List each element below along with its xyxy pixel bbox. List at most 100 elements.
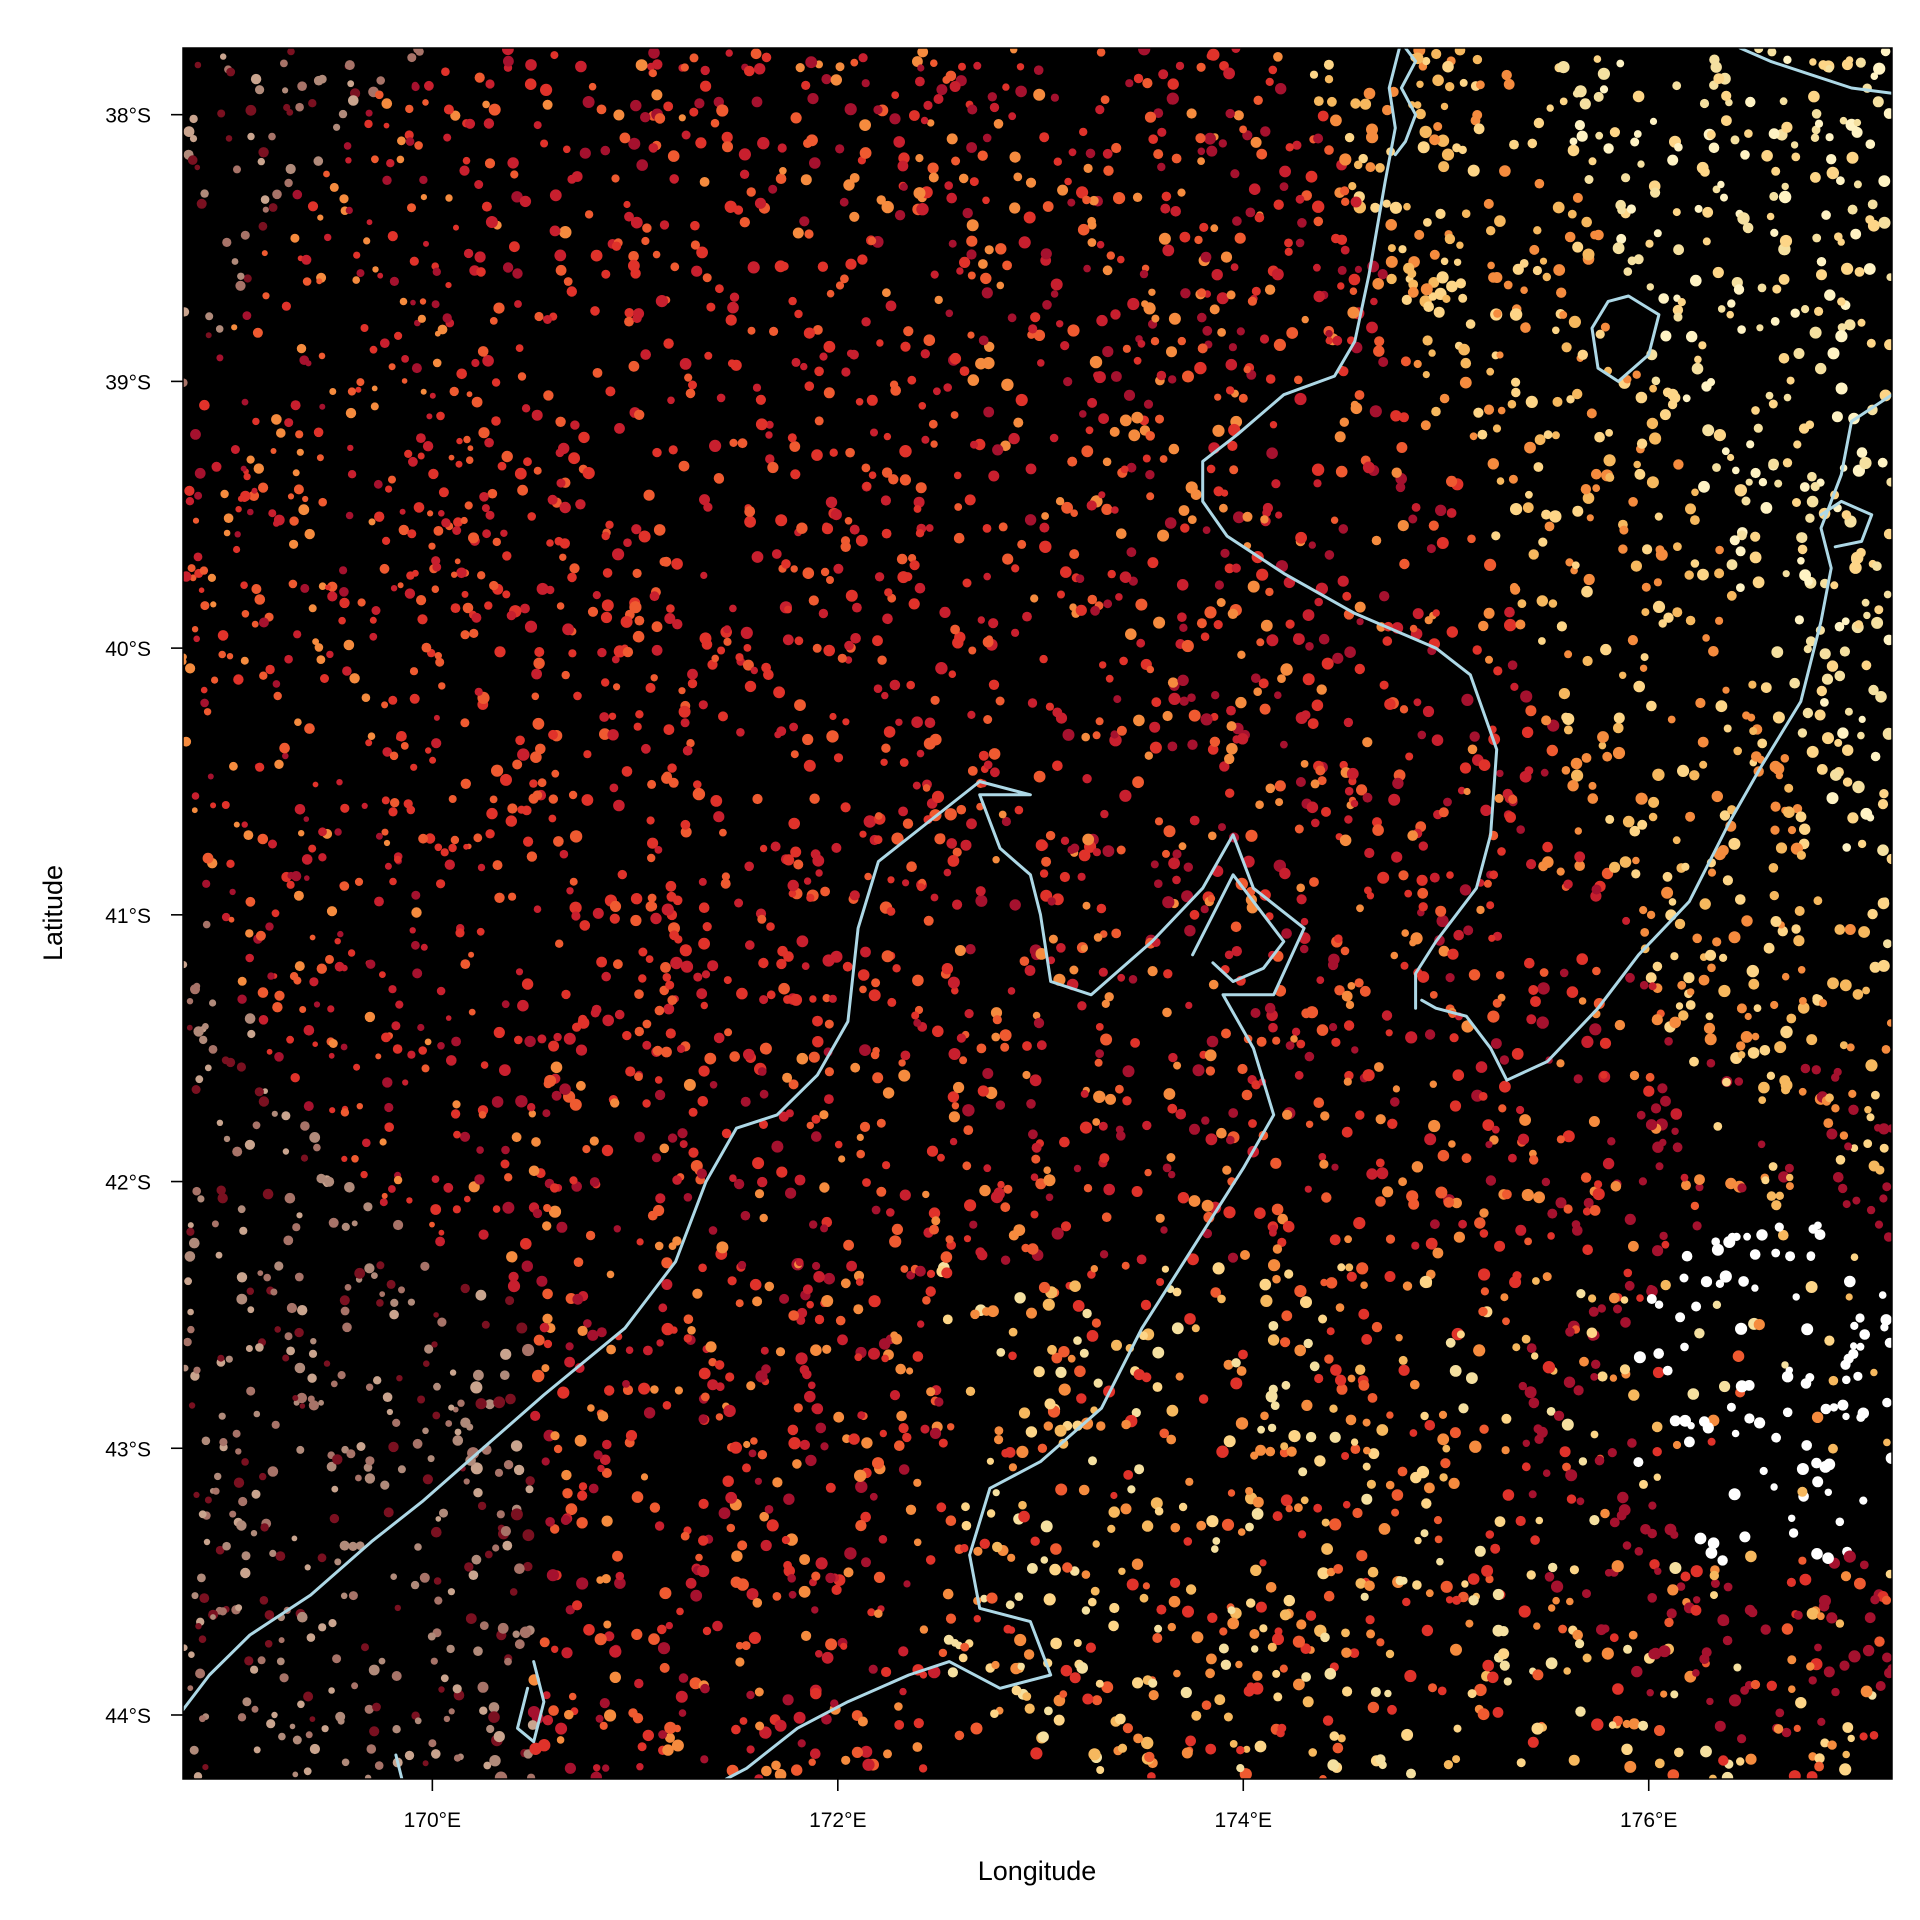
data-point — [1622, 1719, 1631, 1729]
data-point — [543, 390, 554, 401]
data-point — [645, 901, 656, 912]
data-point — [1280, 1442, 1289, 1451]
data-point — [975, 357, 987, 370]
data-point — [691, 265, 703, 277]
data-point — [297, 1305, 308, 1316]
data-point — [369, 632, 378, 641]
data-point — [1824, 289, 1836, 301]
data-point — [1226, 721, 1237, 732]
data-point — [1311, 699, 1324, 712]
data-point — [951, 156, 961, 166]
data-point — [793, 859, 804, 870]
data-point — [628, 250, 639, 262]
data-point — [872, 1457, 884, 1470]
data-point — [1060, 341, 1070, 351]
data-point — [1796, 850, 1806, 860]
data-point — [1068, 148, 1077, 157]
data-point — [826, 576, 834, 584]
data-point — [1147, 966, 1158, 977]
data-point — [492, 1205, 501, 1213]
data-point — [1303, 1338, 1313, 1349]
data-point — [920, 116, 929, 125]
data-point — [188, 1402, 196, 1409]
data-point — [271, 414, 282, 425]
data-point — [204, 1496, 212, 1504]
data-point — [1819, 648, 1831, 660]
data-point — [785, 1109, 794, 1118]
data-point — [1771, 646, 1784, 658]
data-point — [338, 109, 348, 119]
data-point — [1566, 395, 1575, 404]
data-point — [316, 454, 324, 462]
data-point — [857, 969, 870, 981]
data-point — [1567, 780, 1579, 792]
data-point — [759, 1511, 769, 1522]
data-point — [1099, 1153, 1110, 1164]
data-point — [1211, 691, 1220, 700]
data-point — [1810, 482, 1820, 492]
data-point — [1296, 1619, 1307, 1630]
data-point — [912, 1742, 923, 1752]
data-point — [397, 136, 406, 146]
data-point — [1735, 1322, 1748, 1335]
data-point — [1285, 619, 1295, 629]
data-point — [824, 1067, 835, 1077]
data-point — [693, 972, 703, 982]
data-point — [1770, 825, 1780, 835]
data-point — [1499, 1055, 1510, 1065]
data-point — [1388, 793, 1401, 806]
data-point — [871, 1205, 881, 1215]
data-point — [1774, 479, 1783, 488]
data-point — [680, 1531, 690, 1541]
data-point — [1406, 1768, 1416, 1779]
data-point — [236, 1062, 246, 1072]
data-point — [1685, 503, 1696, 515]
data-point — [1452, 1755, 1461, 1764]
data-point — [734, 898, 744, 908]
data-point — [1428, 1119, 1441, 1133]
data-point — [341, 1758, 350, 1767]
data-point — [1325, 336, 1333, 345]
data-point — [1614, 1019, 1626, 1031]
data-point — [1827, 347, 1840, 360]
data-point — [678, 114, 686, 122]
data-point — [542, 1109, 551, 1118]
data-point — [1334, 431, 1346, 443]
data-point — [404, 588, 416, 599]
data-point — [928, 172, 939, 183]
data-point — [291, 871, 302, 882]
data-point — [340, 1306, 350, 1316]
data-point — [1501, 69, 1512, 81]
data-point — [1081, 1570, 1091, 1579]
data-point — [1231, 48, 1241, 53]
data-point — [268, 203, 278, 212]
data-point — [453, 1754, 462, 1762]
data-point — [1253, 687, 1262, 696]
data-point — [634, 1072, 643, 1081]
data-point — [688, 1107, 698, 1117]
data-point — [1533, 1191, 1545, 1204]
data-point — [736, 987, 748, 1000]
data-point — [1411, 1161, 1424, 1173]
data-point — [1770, 801, 1781, 812]
data-point — [802, 567, 815, 579]
data-point — [1563, 879, 1573, 889]
data-point — [990, 767, 1000, 778]
data-point — [1536, 1016, 1549, 1029]
data-point — [1825, 65, 1834, 73]
data-point — [464, 118, 476, 129]
data-point — [1265, 783, 1276, 794]
data-point — [853, 1270, 865, 1281]
data-point — [1675, 1312, 1686, 1323]
data-point — [1150, 1497, 1163, 1510]
data-point — [1631, 869, 1641, 879]
data-point — [1607, 1448, 1617, 1458]
data-point — [1349, 1648, 1360, 1658]
data-point — [303, 816, 310, 822]
data-point — [937, 1153, 945, 1162]
data-point — [549, 225, 561, 237]
data-point — [304, 1564, 311, 1571]
data-point — [288, 579, 298, 589]
data-point — [1101, 1212, 1112, 1222]
data-point — [398, 1286, 405, 1294]
